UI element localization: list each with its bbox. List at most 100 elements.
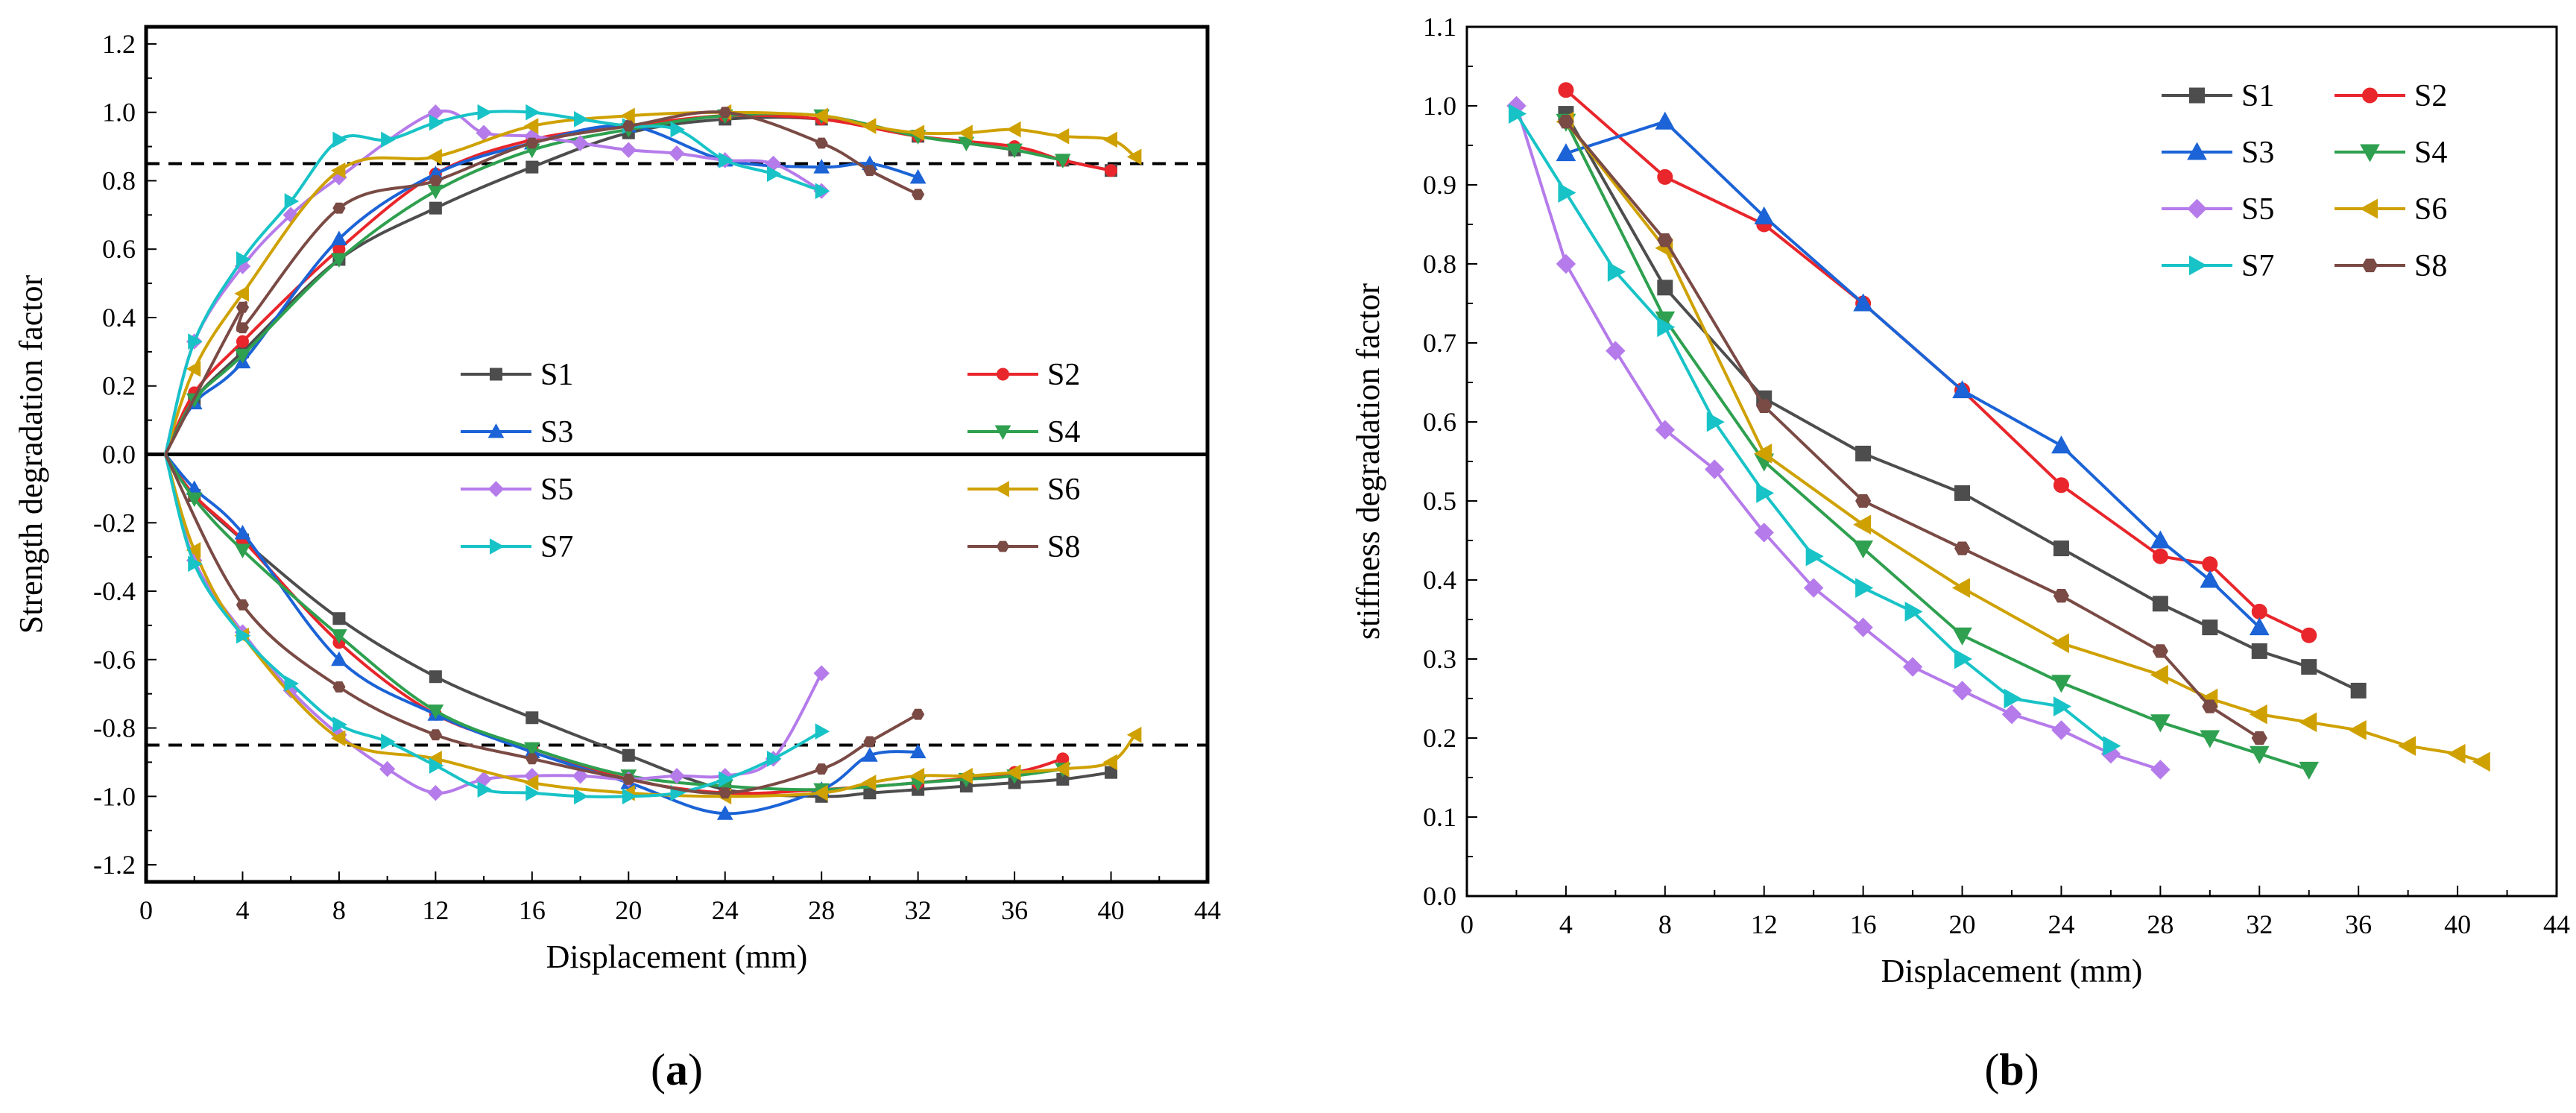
- data-point: [332, 716, 347, 733]
- data-point: [525, 104, 540, 121]
- data-point: [1006, 143, 1023, 159]
- data-point: [669, 145, 685, 162]
- series-line: [1565, 113, 2360, 693]
- data-point: [186, 542, 201, 558]
- data-point: [958, 767, 973, 784]
- data-point: [1904, 602, 1923, 622]
- x-tick-label: 24: [2048, 909, 2074, 939]
- legend-label: S3: [2241, 136, 2274, 170]
- data-point: [1126, 148, 1142, 165]
- y-tick-label: -1.0: [93, 781, 136, 811]
- data-point: [188, 333, 203, 350]
- data-point: [719, 107, 732, 119]
- data-point: [1853, 540, 1873, 559]
- data-point: [574, 111, 589, 127]
- caption-close-paren: ): [2024, 1045, 2039, 1094]
- x-tick-label: 20: [1949, 909, 1976, 939]
- data-point: [813, 784, 828, 801]
- legend-marker: [490, 538, 505, 555]
- x-axis-title: Displacement (mm): [546, 939, 808, 975]
- data-point: [525, 160, 539, 174]
- data-point: [2051, 435, 2071, 454]
- data-point: [2152, 644, 2168, 658]
- data-point: [1952, 578, 1971, 598]
- data-point: [574, 788, 589, 805]
- x-tick-label: 40: [2444, 909, 2471, 939]
- data-point: [813, 107, 828, 124]
- x-tick-label: 20: [615, 895, 642, 925]
- y-tick-label: 0.4: [102, 303, 136, 332]
- series-line: [164, 124, 919, 455]
- data-point: [1754, 444, 1772, 464]
- data-point: [2202, 556, 2218, 573]
- data-point: [1756, 399, 1772, 413]
- data-point: [1606, 341, 1626, 361]
- data-point: [909, 168, 926, 184]
- data-point: [1902, 657, 1923, 677]
- data-point: [1508, 104, 1527, 124]
- data-point: [525, 137, 539, 149]
- legend-label: S1: [540, 358, 573, 392]
- legend-marker: [2360, 144, 2380, 163]
- data-point: [1558, 115, 1574, 129]
- x-tick-label: 4: [236, 895, 249, 925]
- series-line: [164, 453, 1064, 795]
- x-tick-label: 28: [808, 895, 835, 925]
- data-point: [330, 162, 346, 179]
- data-point: [1006, 121, 1021, 138]
- legend-marker: [2361, 258, 2378, 273]
- panel-a-strength-degradation-chart: 0 4 8 12 16 20 24 28 32 36 40 44 -1.2 -1.0 -0.8 -0.6 -0.…: [13, 25, 1221, 1094]
- x-tick-label: 4: [1559, 909, 1573, 939]
- data-point: [815, 723, 830, 740]
- caption-open-paren: (: [1984, 1045, 1999, 1094]
- data-point: [1952, 380, 1972, 399]
- x-tick-label: 44: [2543, 909, 2570, 939]
- data-point: [766, 165, 782, 183]
- legend-marker: [487, 423, 505, 438]
- data-point: [622, 773, 635, 785]
- data-point: [236, 301, 250, 313]
- data-point: [2251, 731, 2267, 745]
- y-tick-label: 0.3: [1423, 644, 1456, 674]
- legend-marker: [2189, 87, 2205, 104]
- y-tick-label: -0.6: [93, 645, 136, 675]
- data-point: [234, 286, 249, 302]
- data-point: [234, 543, 251, 558]
- data-point: [236, 335, 249, 348]
- legend-label: S1: [2241, 79, 2274, 113]
- data-point: [186, 492, 203, 508]
- legend-marker: [994, 425, 1011, 441]
- data-point: [815, 763, 828, 775]
- data-point: [815, 183, 830, 200]
- legend-label: S4: [2414, 136, 2447, 170]
- legend-marker: [2187, 198, 2207, 219]
- data-point: [716, 805, 733, 820]
- data-point: [766, 750, 782, 767]
- data-point: [330, 730, 346, 747]
- y-tick-label: 0.0: [1423, 881, 1456, 911]
- data-point: [188, 555, 203, 573]
- x-tick-label: 16: [1850, 909, 1877, 939]
- legend-marker: [997, 368, 1009, 381]
- x-tick-label: 8: [1658, 909, 1672, 939]
- data-point: [523, 118, 539, 134]
- series-line: [164, 112, 1064, 455]
- data-point: [2152, 548, 2168, 564]
- legend-marker: [2187, 142, 2207, 160]
- data-point: [2150, 530, 2171, 549]
- y-tick-label: 0.0: [102, 440, 136, 470]
- legend-marker: [2189, 255, 2208, 276]
- series-line: [164, 453, 1064, 792]
- data-point: [477, 104, 493, 121]
- data-point: [186, 360, 201, 377]
- legend-label: S5: [2241, 192, 2274, 227]
- legend-label: S2: [2414, 79, 2447, 113]
- data-point: [332, 131, 347, 148]
- data-point: [909, 743, 926, 759]
- data-point: [1706, 412, 1725, 432]
- x-tick-label: 32: [905, 895, 932, 925]
- data-point: [1705, 459, 1725, 479]
- data-point: [1102, 754, 1118, 771]
- x-tick-label: 0: [1460, 909, 1474, 939]
- data-point: [332, 681, 346, 693]
